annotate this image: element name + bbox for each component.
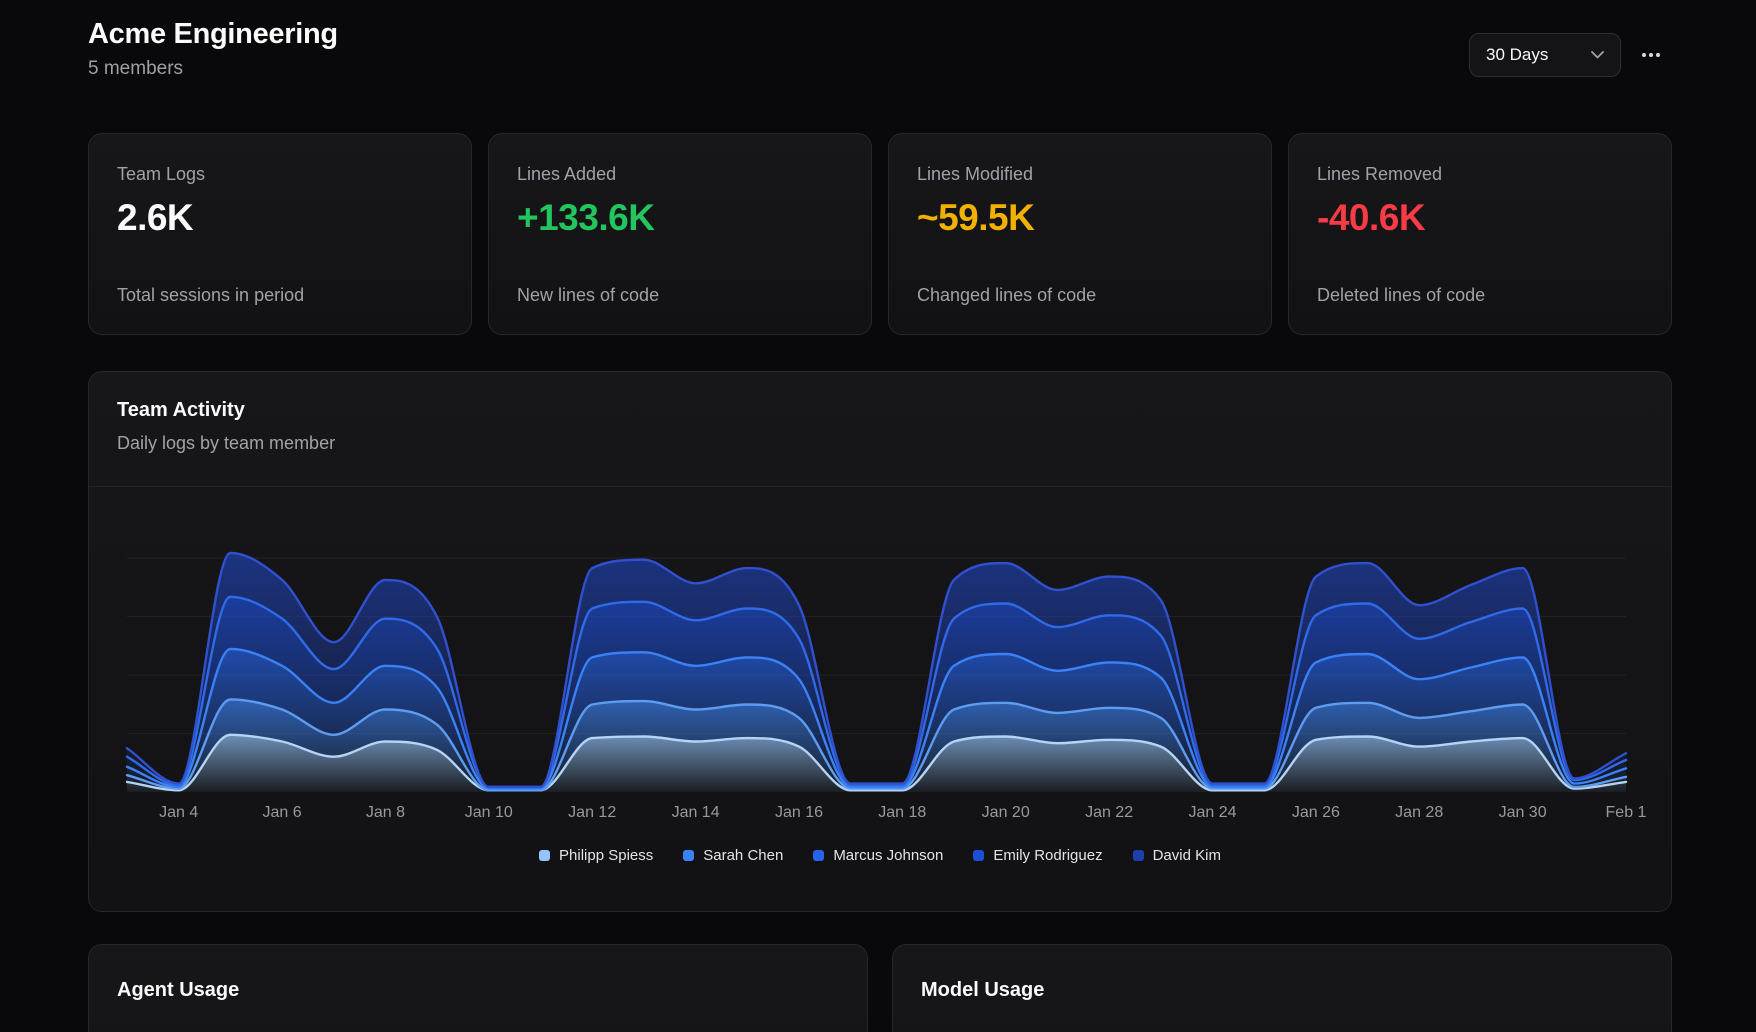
area-line-sarah-chen bbox=[125, 698, 1628, 792]
legend-item-sarah-chen[interactable]: Sarah Chen bbox=[683, 847, 783, 864]
stat-label: Lines Removed bbox=[1317, 164, 1443, 184]
x-axis-label: Jan 10 bbox=[465, 804, 513, 821]
time-range-select[interactable]: 30 Days bbox=[1469, 33, 1621, 77]
agent-usage-card: Agent Usage bbox=[88, 944, 868, 1032]
stat-label: Team Logs bbox=[117, 164, 206, 184]
legend-label: Marcus Johnson bbox=[833, 847, 944, 864]
x-axis-label: Jan 26 bbox=[1292, 804, 1340, 821]
legend-swatch bbox=[1132, 850, 1144, 861]
legend-label: David Kim bbox=[1152, 847, 1221, 864]
legend-swatch bbox=[539, 850, 551, 861]
stat-value: ~59.5K bbox=[917, 197, 1035, 238]
x-axis-label: Jan 8 bbox=[366, 804, 405, 821]
more-options-button[interactable] bbox=[1628, 33, 1674, 77]
area-line-marcus-johnson bbox=[125, 647, 1628, 790]
stat-description: New lines of code bbox=[517, 285, 660, 305]
legend-swatch bbox=[973, 850, 985, 861]
legend-item-david-kim[interactable]: David Kim bbox=[1132, 847, 1221, 864]
stat-card-team-logs: Team Logs 2.6K Total sessions in period bbox=[88, 133, 472, 335]
x-axis-label: Jan 20 bbox=[982, 804, 1030, 821]
area-line-david-kim bbox=[125, 551, 1628, 789]
x-axis-label: Jan 24 bbox=[1188, 804, 1236, 821]
team-activity-header: Team Activity Daily logs by team member bbox=[89, 372, 1671, 454]
stat-card-lines-removed: Lines Removed -40.6K Deleted lines of co… bbox=[1288, 133, 1672, 335]
x-axis-label: Jan 16 bbox=[775, 804, 823, 821]
x-axis-label: Jan 4 bbox=[159, 804, 198, 821]
stats-row: Team Logs 2.6K Total sessions in period … bbox=[88, 133, 1672, 335]
stat-label: Lines Added bbox=[517, 164, 617, 184]
team-activity-title: Team Activity bbox=[117, 399, 245, 421]
x-axis-label: Jan 12 bbox=[568, 804, 616, 821]
legend-label: Philipp Spiess bbox=[559, 847, 654, 864]
stat-label: Lines Modified bbox=[917, 164, 1034, 184]
ellipsis-icon bbox=[1642, 53, 1646, 57]
team-activity-card: Team Activity Daily logs by team member … bbox=[88, 371, 1672, 912]
legend-swatch bbox=[813, 850, 825, 861]
stat-description: Changed lines of code bbox=[917, 285, 1097, 305]
stat-card-lines-modified: Lines Modified ~59.5K Changed lines of c… bbox=[888, 133, 1272, 335]
legend-item-emily-rodriguez[interactable]: Emily Rodriguez bbox=[973, 847, 1103, 864]
x-axis-label: Jan 22 bbox=[1085, 804, 1133, 821]
area-line-philipp-spiess bbox=[125, 733, 1628, 792]
x-axis-label: Jan 18 bbox=[878, 804, 926, 821]
chevron-down-icon bbox=[1591, 51, 1604, 59]
legend-label: Emily Rodriguez bbox=[993, 847, 1103, 864]
time-range-value: 30 Days bbox=[1486, 45, 1549, 64]
legend-swatch bbox=[683, 850, 695, 861]
stat-value: 2.6K bbox=[117, 197, 194, 238]
member-count: 5 members bbox=[88, 58, 184, 79]
x-axis-label: Jan 14 bbox=[672, 804, 720, 821]
legend-label: Sarah Chen bbox=[703, 847, 784, 864]
legend-item-philipp-spiess[interactable]: Philipp Spiess bbox=[539, 847, 653, 864]
team-activity-chart[interactable]: Jan 4 Jan 6 Jan 8 Jan 10 Jan 12 Jan 14 Jan 16 J… bbox=[89, 487, 1673, 827]
stat-value: -40.6K bbox=[1317, 197, 1426, 238]
agent-usage-title: Agent Usage bbox=[117, 979, 240, 1001]
team-activity-subtitle: Daily logs by team member bbox=[117, 433, 336, 453]
x-axis-label: Feb 1 bbox=[1606, 804, 1647, 821]
x-axis-label: Jan 30 bbox=[1499, 804, 1547, 821]
chart-legend: Philipp Spiess Sarah Chen Marcus Johnson Em… bbox=[89, 847, 1671, 864]
model-usage-title: Model Usage bbox=[921, 979, 1045, 1001]
page-title: Acme Engineering bbox=[88, 18, 338, 50]
stat-card-lines-added: Lines Added +133.6K New lines of code bbox=[488, 133, 872, 335]
area-line-emily-rodriguez bbox=[125, 595, 1628, 789]
x-axis-label: Jan 28 bbox=[1395, 804, 1443, 821]
model-usage-card: Model Usage bbox=[892, 944, 1672, 1032]
divider bbox=[89, 486, 1671, 487]
bottom-row: Agent Usage Model Usage bbox=[88, 944, 1672, 1032]
stat-description: Deleted lines of code bbox=[1317, 285, 1486, 305]
legend-item-marcus-johnson[interactable]: Marcus Johnson bbox=[813, 847, 943, 864]
stat-description: Total sessions in period bbox=[117, 285, 305, 305]
x-axis-label: Jan 6 bbox=[263, 804, 302, 821]
stat-value: +133.6K bbox=[517, 197, 655, 238]
